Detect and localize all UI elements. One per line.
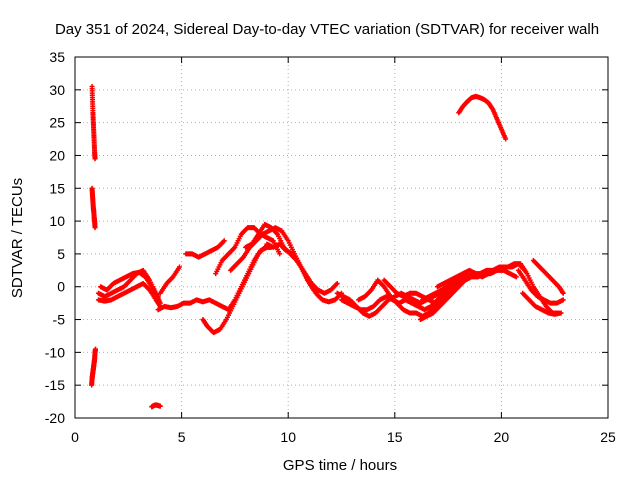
y-tick-label: 15	[49, 180, 65, 196]
y-axis-ticks: -20 -15 -10 -5 0 5 10 15 20 25 30 35	[45, 49, 608, 426]
series-segment-k	[200, 244, 274, 336]
data-point	[503, 136, 509, 142]
x-tick-label: 5	[178, 429, 186, 445]
y-tick-label: 35	[49, 49, 65, 65]
y-tick-label: 30	[49, 82, 65, 98]
x-tick-label: 15	[387, 429, 403, 445]
series-segment-z	[456, 93, 509, 142]
data-point	[513, 274, 519, 280]
series-segment-f	[98, 269, 161, 300]
chart-title: Day 351 of 2024, Sidereal Day-to-day VTE…	[55, 21, 599, 38]
data-point	[334, 280, 340, 286]
y-tick-label: 25	[49, 115, 65, 131]
y-tick-label: -20	[45, 410, 65, 426]
data-point	[221, 238, 227, 244]
series-segment-c	[89, 346, 98, 388]
y-tick-label: 20	[49, 147, 65, 163]
y-tick-label: 0	[57, 279, 65, 295]
data-point	[92, 156, 98, 162]
series-segment-o	[264, 241, 340, 296]
series-segment-v	[434, 261, 562, 316]
series-segment-g	[95, 280, 163, 309]
series-segment-j	[183, 238, 227, 260]
plot-frame	[74, 56, 609, 419]
series-segment-y	[520, 290, 564, 317]
series-segment-w	[515, 267, 566, 306]
x-axis-ticks: 0 5 10 15 20 25	[71, 57, 616, 445]
y-tick-label: -10	[45, 344, 65, 360]
data-point	[176, 264, 182, 270]
series-segment-q	[339, 274, 466, 313]
y-tick-label: 5	[57, 246, 65, 262]
data-point	[560, 297, 566, 303]
data-point	[560, 290, 566, 296]
y-tick-label: -5	[53, 312, 66, 328]
x-tick-label: 20	[494, 429, 510, 445]
data-point	[92, 225, 98, 231]
y-axis-label: SDTVAR / TECUs	[9, 178, 26, 298]
data-point	[155, 294, 161, 300]
y-tick-label: -15	[45, 377, 65, 393]
series-segment-i	[157, 264, 182, 296]
data-point	[277, 251, 283, 257]
series-segment-d	[149, 402, 163, 410]
x-tick-label: 10	[280, 429, 296, 445]
x-tick-label: 25	[600, 429, 616, 445]
data-point	[92, 346, 98, 352]
x-tick-label: 0	[71, 429, 79, 445]
grid-lines	[75, 57, 608, 418]
data-point	[157, 403, 163, 409]
x-axis-label: GPS time / hours	[283, 457, 397, 474]
series-segment-x	[530, 257, 566, 296]
y-tick-label: 10	[49, 213, 65, 229]
series-segment-a	[89, 84, 98, 162]
data-point	[558, 310, 564, 316]
data-points	[89, 84, 566, 410]
series-segment-b	[89, 185, 98, 231]
